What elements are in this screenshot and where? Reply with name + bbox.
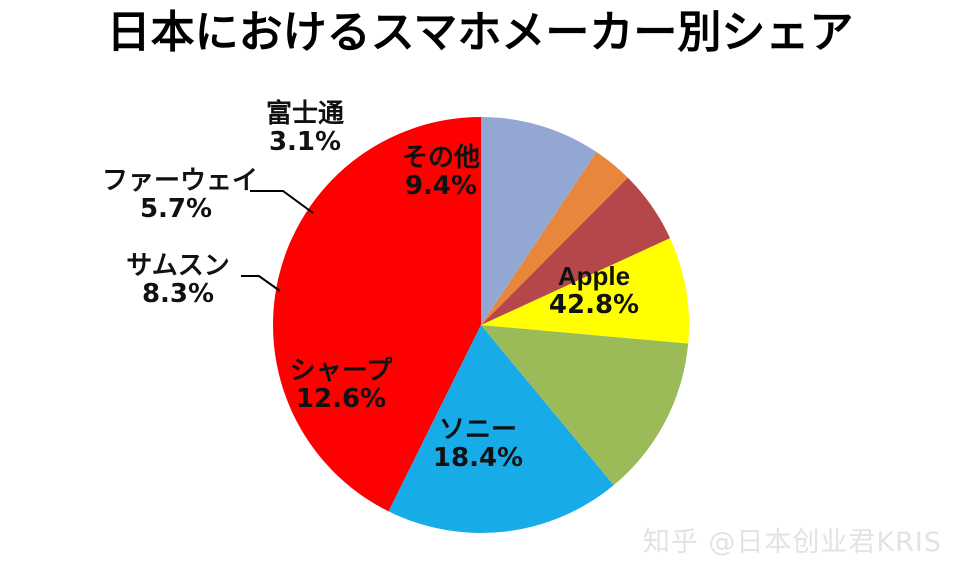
pie-slice[interactable]: [272, 117, 481, 512]
pie-slice[interactable]: [481, 117, 597, 325]
leader-line-group: [241, 190, 314, 292]
pie-slice[interactable]: [481, 238, 689, 344]
pie-slice[interactable]: [481, 177, 671, 325]
pie-slice[interactable]: [481, 152, 628, 325]
leader-line-huawei: [250, 190, 314, 214]
chart-title: 日本におけるスマホメーカー別シェア: [106, 8, 854, 57]
leader-line-samsung: [241, 275, 281, 292]
pie-slice[interactable]: [481, 325, 689, 486]
pie-slice-group: [272, 117, 689, 534]
watermark: 知乎 @日本创业君KRIS: [642, 527, 942, 558]
pie-slice[interactable]: [388, 325, 614, 534]
